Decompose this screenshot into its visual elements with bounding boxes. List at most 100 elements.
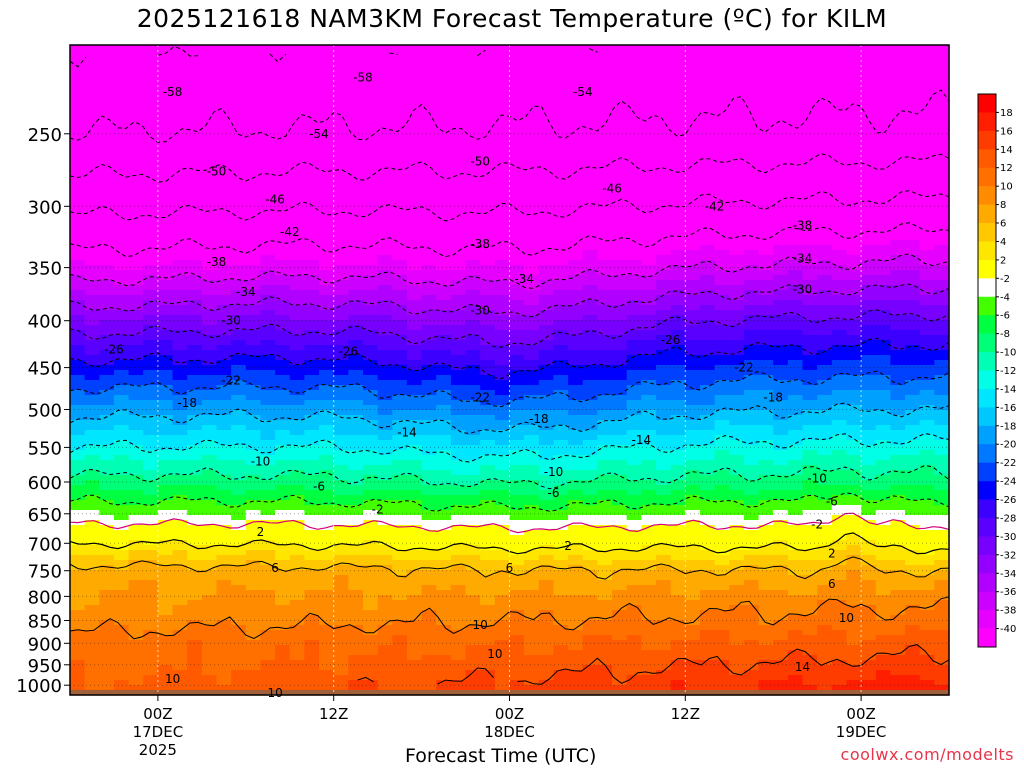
field-cell — [582, 210, 598, 216]
field-cell — [421, 55, 437, 61]
field-cell — [187, 335, 203, 341]
field-cell — [568, 70, 584, 76]
field-cell — [626, 95, 642, 101]
field-cell — [348, 140, 364, 146]
field-cell — [612, 455, 628, 461]
field-cell — [363, 320, 379, 326]
field-cell — [84, 565, 100, 571]
field-cell — [84, 55, 100, 61]
field-cell — [480, 430, 496, 436]
field-cell — [231, 90, 247, 96]
field-cell — [363, 370, 379, 376]
field-cell — [494, 60, 511, 66]
field-cell — [143, 120, 159, 126]
field-cell — [143, 215, 159, 221]
field-cell — [260, 445, 276, 451]
field-cell — [363, 175, 379, 181]
field-cell — [363, 565, 379, 571]
field-cell — [289, 340, 305, 346]
field-cell — [509, 550, 525, 556]
field-cell — [363, 510, 379, 516]
field-cell — [113, 605, 130, 611]
field-cell — [99, 150, 115, 156]
field-cell — [524, 115, 540, 121]
field-cell — [524, 535, 540, 541]
field-cell — [612, 210, 628, 216]
field-cell — [84, 150, 100, 156]
field-cell — [597, 455, 613, 461]
field-cell — [99, 250, 115, 256]
field-cell — [450, 670, 467, 676]
field-cell — [421, 575, 437, 581]
field-cell — [70, 190, 86, 196]
field-cell — [201, 510, 218, 516]
field-cell — [157, 135, 174, 141]
field-cell — [406, 150, 423, 156]
field-cell — [275, 150, 291, 156]
field-cell — [363, 195, 379, 201]
field-cell — [172, 440, 188, 446]
field-cell — [597, 315, 613, 321]
field-cell — [436, 675, 452, 681]
field-cell — [597, 530, 613, 536]
field-cell — [509, 295, 525, 301]
field-cell — [363, 590, 379, 596]
field-cell — [216, 165, 232, 171]
field-cell — [582, 370, 598, 376]
field-cell — [245, 75, 262, 81]
field-cell — [582, 45, 598, 51]
field-cell — [363, 65, 379, 71]
field-cell — [128, 160, 144, 166]
field-cell — [319, 480, 335, 486]
field-cell — [231, 490, 247, 496]
field-cell — [99, 55, 115, 61]
field-cell — [201, 120, 218, 126]
field-cell — [216, 55, 232, 61]
field-cell — [216, 625, 232, 631]
field-cell — [612, 120, 628, 126]
field-cell — [509, 415, 525, 421]
field-cell — [187, 200, 203, 206]
field-cell — [70, 495, 86, 501]
field-cell — [509, 315, 525, 321]
field-cell — [143, 145, 159, 151]
field-cell — [128, 225, 144, 231]
field-cell — [538, 520, 555, 526]
field-cell — [157, 555, 174, 561]
field-cell — [421, 540, 437, 546]
field-cell — [99, 85, 115, 91]
field-cell — [612, 225, 628, 231]
field-cell — [568, 355, 584, 361]
field-cell — [245, 205, 262, 211]
field-cell — [450, 680, 467, 686]
field-cell — [99, 255, 115, 261]
field-cell — [245, 365, 262, 371]
field-cell — [450, 340, 467, 346]
field-cell — [450, 395, 467, 401]
field-cell — [216, 160, 232, 166]
field-cell — [84, 495, 100, 501]
field-cell — [289, 570, 305, 576]
field-cell — [377, 360, 393, 366]
field-cell — [143, 680, 159, 686]
field-cell — [216, 85, 232, 91]
field-cell — [509, 330, 525, 336]
field-cell — [377, 670, 393, 676]
field-cell — [538, 585, 555, 591]
field-cell — [113, 600, 130, 606]
field-cell — [553, 515, 569, 521]
field-cell — [612, 315, 628, 321]
field-cell — [597, 75, 613, 81]
field-cell — [157, 100, 174, 106]
field-cell — [260, 595, 276, 601]
field-cell — [99, 510, 115, 516]
field-cell — [553, 435, 569, 441]
field-cell — [494, 670, 511, 676]
field-cell — [319, 645, 335, 651]
field-cell — [99, 445, 115, 451]
field-cell — [553, 105, 569, 111]
field-cell — [231, 260, 247, 266]
field-cell — [216, 370, 232, 376]
field-cell — [363, 315, 379, 321]
field-cell — [113, 655, 130, 661]
